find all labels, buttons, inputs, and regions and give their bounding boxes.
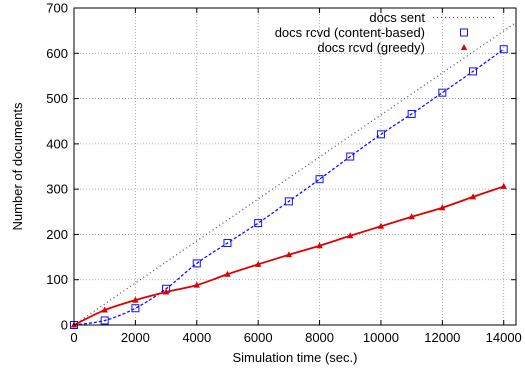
data-point: [285, 251, 293, 258]
data-point: [284, 197, 293, 206]
data-point: [347, 232, 354, 239]
y-tick-label: 700: [46, 1, 68, 16]
x-tick-label: 6000: [244, 330, 273, 345]
data-point: [316, 242, 323, 249]
data-point: [469, 193, 477, 200]
data-point: [346, 152, 355, 161]
series-line: [73, 48, 505, 326]
data-point: [101, 306, 108, 313]
data-point: [254, 219, 263, 228]
series-layer: [70, 21, 517, 329]
x-tick-label: 0: [70, 330, 77, 345]
legend-entry-label: docs rcvd (greedy): [317, 40, 425, 55]
data-point: [224, 270, 231, 277]
x-tick-label: 14000: [486, 330, 522, 345]
data-point: [193, 281, 200, 288]
data-point: [162, 288, 170, 295]
data-point: [254, 260, 262, 267]
x-axis-label: Simulation time (sec.): [233, 350, 358, 365]
x-tick-label: 8000: [305, 330, 334, 345]
y-tick-label: 600: [46, 46, 68, 61]
data-point: [100, 316, 109, 325]
x-tick-label: 4000: [182, 330, 211, 345]
y-tick-label: 200: [46, 227, 68, 242]
x-tick-label: 12000: [424, 330, 460, 345]
legend-entry-label: docs sent: [369, 10, 425, 25]
legend-swatch-marker: [460, 44, 468, 50]
data-point: [439, 204, 446, 211]
data-point: [407, 109, 416, 118]
data-point: [315, 175, 324, 184]
legend-swatch-marker: [460, 28, 468, 37]
y-tick-label: 500: [46, 91, 68, 106]
data-point: [500, 182, 507, 189]
x-tick-label: 10000: [363, 330, 399, 345]
data-point: [377, 222, 385, 229]
legend-entry-label: docs rcvd (content-based): [275, 25, 425, 40]
data-point: [132, 296, 139, 303]
y-tick-label: 400: [46, 136, 68, 151]
grid-lines: [74, 8, 516, 325]
data-point: [469, 67, 478, 76]
series-2: [70, 182, 507, 328]
plot-frame: [73, 7, 517, 326]
data-point: [192, 259, 201, 268]
data-point: [131, 304, 140, 313]
y-tick-label: 100: [46, 272, 68, 287]
data-point: [499, 45, 508, 54]
y-axis-label: Number of documents: [10, 102, 25, 230]
x-tick-label: 2000: [121, 330, 150, 345]
data-point: [223, 239, 232, 248]
y-tick-label: 300: [46, 182, 68, 197]
data-point: [438, 88, 447, 97]
data-point: [376, 130, 385, 139]
data-point: [408, 213, 415, 220]
axis-ticks: 0 2000 4000 6000 8000 10000 12000 14000 0 100 200 3…: [46, 1, 522, 346]
y-tick-label: 0: [61, 318, 68, 333]
series-1: [70, 45, 508, 329]
